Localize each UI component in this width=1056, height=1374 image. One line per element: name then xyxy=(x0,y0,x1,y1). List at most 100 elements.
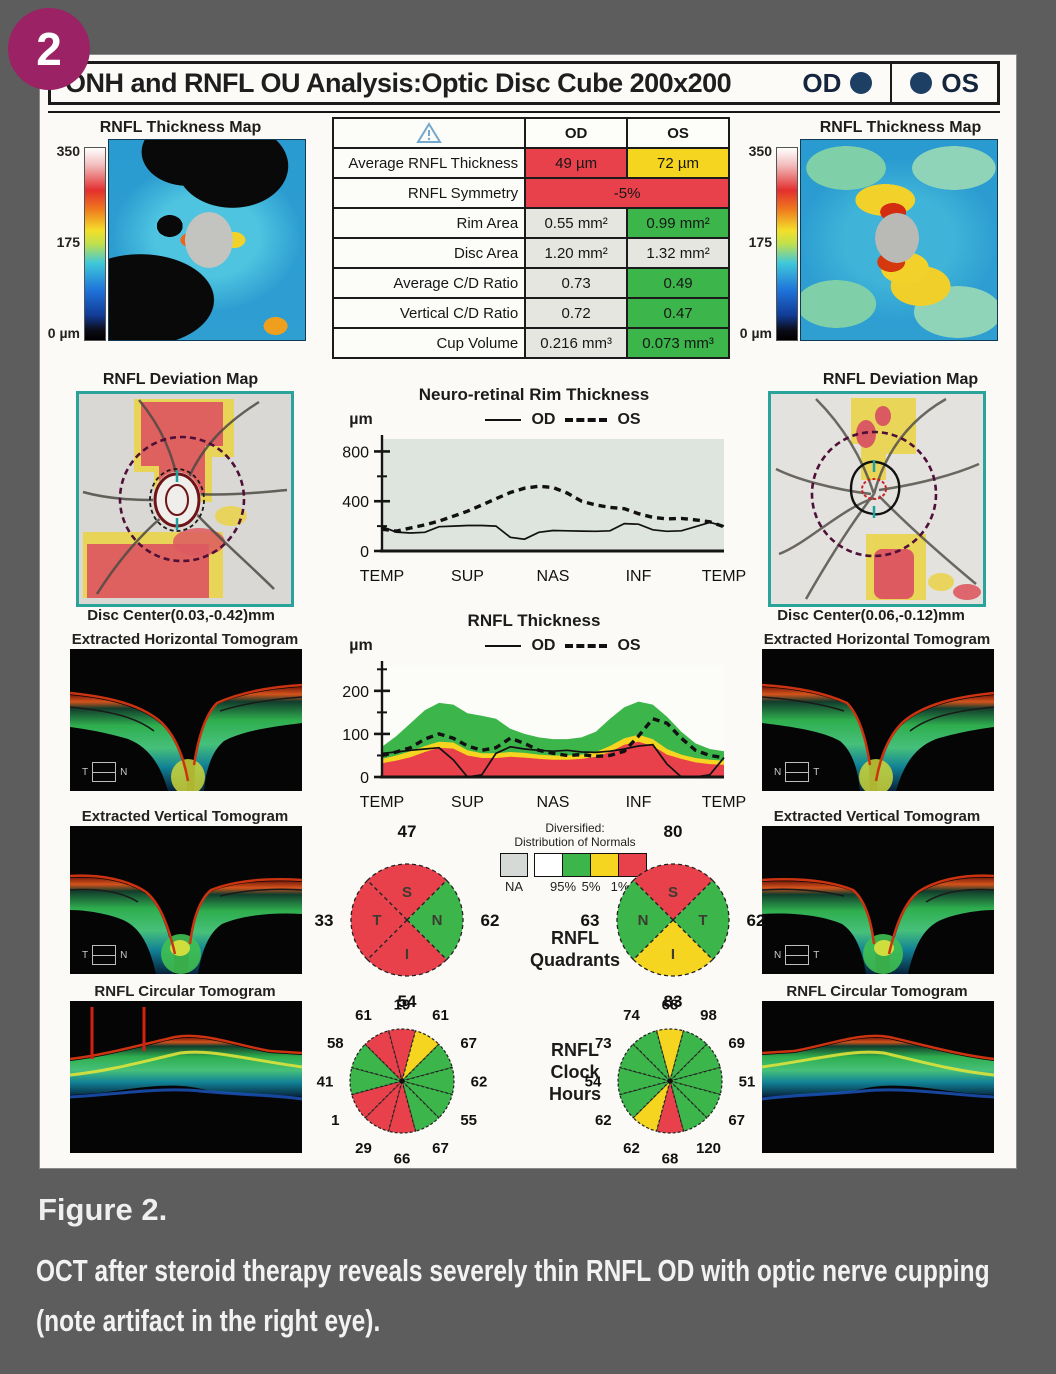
os-deviation-graphic xyxy=(775,397,981,600)
table-row: Vertical C/D Ratio 0.72 0.47 xyxy=(331,297,730,329)
os-value-cell: 0.49 xyxy=(626,267,730,299)
od-rnfl-thickness-map xyxy=(108,139,306,341)
os-line-sample-icon xyxy=(565,418,608,422)
table-row: RNFL Symmetry -5% xyxy=(331,177,730,209)
os-thickness-color-scale xyxy=(776,147,798,341)
svg-text:61: 61 xyxy=(432,1007,449,1024)
os-circular-tomogram xyxy=(762,1001,994,1153)
normals-legend-swatches xyxy=(460,853,690,879)
os-horizontal-tomogram-title: Extracted Horizontal Tomogram xyxy=(763,631,991,648)
os-value-cell: 72 µm xyxy=(626,147,730,179)
rnfl-chart-legend: µm OD OS xyxy=(332,633,736,659)
od-vertical-tomogram-graphic xyxy=(70,826,302,974)
legend-os-label: OS xyxy=(617,411,641,428)
table-col-od: OD xyxy=(524,117,629,149)
od-line-sample-icon xyxy=(485,419,522,421)
od-deviation-graphic xyxy=(82,399,288,598)
row-label: RNFL Symmetry xyxy=(331,177,527,209)
rim-chart-title: Neuro-retinal Rim Thickness xyxy=(418,385,650,404)
clock-label-line: RNFL xyxy=(551,1040,599,1060)
os-vertical-tomogram-title: Extracted Vertical Tomogram xyxy=(773,808,981,825)
svg-text:TEMP: TEMP xyxy=(702,794,746,811)
od-vertical-orientation: T N xyxy=(82,945,127,965)
od-horizontal-tomogram: T N xyxy=(70,649,302,791)
os-rnfl-thickness-map xyxy=(800,139,998,341)
os-quadrant-pie: S T I N 80 62 83 63 xyxy=(581,822,766,1011)
normals-label: NA xyxy=(504,879,524,894)
warning-triangle-icon xyxy=(416,122,442,143)
od-indicator: OD xyxy=(784,64,890,102)
os-horizontal-tomogram: N T xyxy=(762,649,994,791)
od-horizontal-tomogram-graphic xyxy=(70,649,302,791)
os-rnfl-deviation-map xyxy=(768,391,986,607)
table-row: Disc Area 1.20 mm² 1.32 mm² xyxy=(331,237,730,269)
swatch-0 xyxy=(618,853,647,877)
clock-hours-label: RNFL Clock Hours xyxy=(480,1039,670,1105)
od-disc-center: Disc Center(0.03,-0.42)mm xyxy=(87,607,275,624)
quadrants-label-line: RNFL xyxy=(551,928,599,948)
svg-text:INF: INF xyxy=(626,568,652,585)
svg-text:0: 0 xyxy=(360,544,369,561)
quadrants-label-line: Quadrants xyxy=(529,950,621,970)
od-clock-hours-pie: 19 61 67 62 55 67 66 29 1 41 58 61 xyxy=(317,997,488,1168)
orientation-label: T xyxy=(82,949,89,961)
svg-text:T: T xyxy=(698,912,707,929)
os-filled-circle-icon xyxy=(910,72,933,94)
table-row: Average C/D Ratio 0.73 0.49 xyxy=(331,267,730,299)
od-circular-tomogram-title: RNFL Circular Tomogram xyxy=(94,983,276,1000)
od-indicator-label: OD xyxy=(802,67,842,98)
figure-caption-label: Figure 2. xyxy=(38,1192,168,1227)
svg-text:74: 74 xyxy=(623,1007,640,1024)
svg-text:33: 33 xyxy=(315,911,334,930)
scale-tick: 350 xyxy=(748,143,772,159)
od-rnfl-deviation-map xyxy=(76,391,294,607)
row-label: Average RNFL Thickness xyxy=(331,147,527,179)
legend-os-label: OS xyxy=(617,637,641,654)
svg-text:800: 800 xyxy=(342,444,369,461)
row-label: Rim Area xyxy=(331,207,527,239)
report-title-bar: ONH and RNFL OU Analysis:Optic Disc Cube… xyxy=(48,61,1000,105)
od-thickness-color-scale xyxy=(84,147,106,341)
svg-text:62: 62 xyxy=(623,1140,640,1157)
svg-text:68: 68 xyxy=(662,1151,679,1168)
orientation-box-icon xyxy=(92,762,117,782)
svg-text:NAS: NAS xyxy=(537,794,570,811)
orientation-label: N xyxy=(120,766,128,778)
os-indicator-label: OS xyxy=(941,67,979,98)
rim-chart-ylabel: µm xyxy=(349,411,373,428)
row-label: Vertical C/D Ratio xyxy=(331,297,527,329)
na-swatch xyxy=(500,853,528,877)
od-thickness-scale-labels: 350 175 0 µm xyxy=(40,143,80,341)
od-value-cell: 0.72 xyxy=(524,297,629,329)
svg-text:51: 51 xyxy=(739,1074,756,1091)
svg-text:19: 19 xyxy=(394,997,411,1014)
svg-text:98: 98 xyxy=(700,1007,717,1024)
svg-text:67: 67 xyxy=(432,1140,449,1157)
svg-text:55: 55 xyxy=(460,1112,477,1129)
od-value-cell: 0.55 mm² xyxy=(524,207,629,239)
normals-legend-title: Diversified: xyxy=(545,821,605,835)
svg-text:200: 200 xyxy=(342,684,369,701)
svg-text:67: 67 xyxy=(460,1035,477,1052)
od-deviation-map-title: RNFL Deviation Map xyxy=(102,371,259,388)
svg-text:62: 62 xyxy=(481,911,500,930)
svg-text:I: I xyxy=(405,946,409,963)
os-thickness-scale-labels: 350 175 0 µm xyxy=(732,143,772,341)
od-quadrant-pie: S N I T 47 62 54 33 xyxy=(315,822,500,1011)
svg-text:0: 0 xyxy=(360,770,369,787)
scale-tick: 0 µm xyxy=(47,325,80,341)
orientation-box-icon xyxy=(92,945,117,965)
svg-text:S: S xyxy=(668,884,678,901)
rim-chart-plot: 0 400 800 TEMP SUP NAS INF TEMP xyxy=(342,435,746,585)
swatch-5 xyxy=(562,853,591,877)
legend-od-label: OD xyxy=(531,411,556,428)
orientation-label: T xyxy=(813,766,820,778)
swatch-1 xyxy=(590,853,619,877)
od-thickness-map-title: RNFL Thickness Map xyxy=(99,119,262,136)
svg-text:69: 69 xyxy=(728,1035,745,1052)
clock-label-line: Clock xyxy=(550,1062,600,1082)
orientation-label: N xyxy=(120,949,128,961)
orientation-label: T xyxy=(813,949,820,961)
os-horizontal-orientation: N T xyxy=(774,762,819,782)
